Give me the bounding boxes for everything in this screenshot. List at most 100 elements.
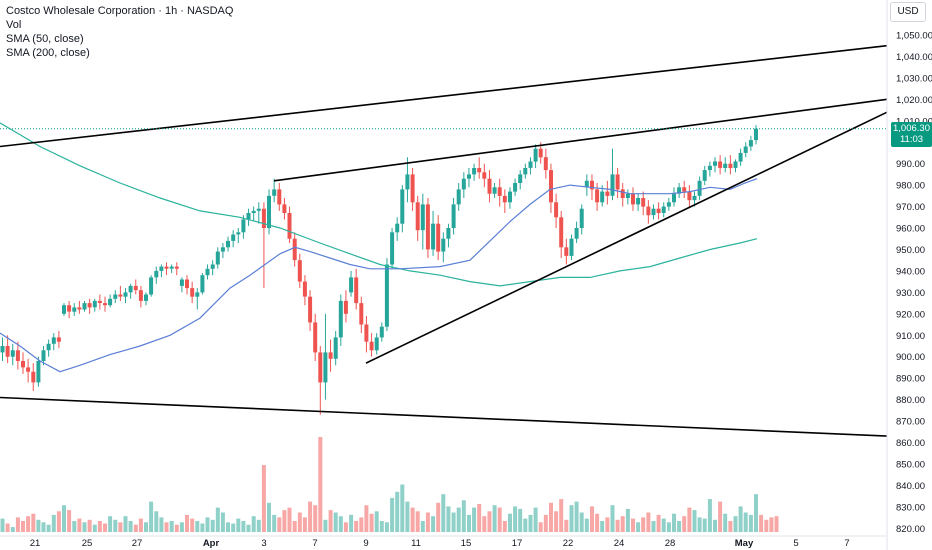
volume-bar (748, 514, 753, 532)
candle-body (590, 180, 594, 190)
candle (215, 247, 220, 269)
price-tick-label: 840.00 (896, 481, 925, 492)
volume-bar (646, 512, 651, 532)
volume-bar (67, 510, 72, 532)
candle (41, 345, 46, 366)
symbol-title[interactable]: Costco Wholesale Corporation · 1h · NASD… (6, 5, 234, 17)
volume-bar (569, 505, 574, 532)
volume-bar (277, 517, 282, 532)
candle (651, 204, 656, 220)
chart-legend: Costco Wholesale Corporation · 1h · NASD… (6, 4, 233, 60)
candle (282, 197, 287, 220)
volume-bar (682, 516, 687, 532)
candle-body (718, 161, 723, 168)
candle-body (549, 170, 553, 203)
candle (67, 300, 72, 319)
candle (456, 182, 461, 211)
candle-body (267, 195, 271, 229)
candle (687, 185, 692, 207)
volume-bar (595, 513, 600, 532)
candle (405, 157, 410, 203)
volume-bar (246, 524, 251, 532)
candle (620, 182, 625, 207)
candle (564, 238, 569, 265)
candle-body (518, 174, 523, 183)
candle-body (415, 202, 420, 231)
volume-bar (72, 521, 77, 532)
candle (205, 264, 210, 280)
candle (138, 285, 143, 308)
candle (697, 176, 702, 201)
volume-bar (185, 514, 189, 532)
sma200-legend[interactable]: SMA (200, close) (6, 47, 90, 59)
candle (451, 197, 456, 235)
time-tick-label: Apr (203, 538, 220, 549)
volume-bar (477, 504, 482, 532)
time-tick-label: 28 (665, 538, 676, 549)
currency-button[interactable]: USD (890, 2, 926, 22)
candle (431, 210, 436, 256)
volume-bar (564, 519, 569, 532)
candle (364, 315, 369, 353)
candle (133, 279, 138, 295)
volume-bar (272, 514, 277, 532)
candle (72, 303, 77, 316)
price-axis[interactable]: 820.00 830.00 840.00 850.00 860.00 870.00 880.… (896, 31, 932, 535)
volume-bar (723, 513, 728, 532)
candle (318, 345, 323, 415)
candle-body (615, 174, 620, 190)
candle (272, 178, 277, 203)
plot-area[interactable] (0, 0, 887, 536)
candle (277, 182, 282, 211)
price-tick-label: 860.00 (896, 438, 925, 449)
candle (5, 335, 10, 364)
volume-bar (97, 521, 102, 532)
candles (0, 125, 758, 415)
volume-bar (5, 523, 10, 532)
candle (313, 313, 318, 361)
candle-body (174, 266, 179, 269)
candle-body (46, 343, 51, 351)
volume-legend[interactable]: Vol (6, 19, 22, 31)
volume-bar (123, 516, 128, 532)
price-tick-label: 1,010.00 (896, 116, 932, 127)
volume-bars (0, 437, 779, 532)
sma50-legend[interactable]: SMA (50, close) (6, 33, 84, 45)
volume-bar (390, 497, 395, 532)
time-tick-label: 11 (411, 538, 421, 549)
volume-bar (420, 521, 425, 532)
candle (36, 356, 41, 387)
volume-bar (190, 518, 195, 532)
candle (605, 180, 610, 205)
candle-body (354, 277, 359, 304)
candle-body (620, 189, 625, 198)
time-axis[interactable]: 21 25 27 Apr 3 7 9 11 15 17 22 24 28 May 5 7 (30, 538, 850, 549)
candle (559, 210, 564, 259)
volume-bar (236, 518, 241, 532)
candle-body (538, 148, 543, 158)
candle-body (410, 174, 415, 203)
candle (492, 182, 497, 198)
candle-body (0, 346, 5, 353)
volume-bar (87, 519, 92, 532)
volume-bar (133, 524, 138, 532)
candle (508, 187, 512, 209)
candle (487, 170, 492, 203)
volume-bar (108, 516, 113, 532)
candle-body (564, 247, 569, 256)
candle-body (313, 322, 318, 353)
candle-body (420, 204, 425, 231)
candle-body (82, 303, 87, 310)
candle (528, 157, 533, 175)
volume-bar (384, 522, 389, 532)
volume-bar (538, 522, 543, 532)
candle-body (92, 300, 97, 308)
volume-bar (113, 519, 118, 532)
candle (395, 217, 400, 241)
candle (523, 163, 528, 179)
trendline (0, 44, 888, 148)
candle (302, 275, 307, 306)
candle-body (103, 303, 107, 306)
price-tick-label: 990.00 (896, 159, 925, 170)
